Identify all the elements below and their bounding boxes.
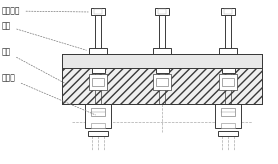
Bar — [222, 78, 234, 86]
Bar — [218, 131, 238, 136]
Bar — [221, 108, 235, 116]
Bar — [62, 68, 262, 104]
Bar — [222, 68, 235, 73]
Bar — [153, 48, 171, 54]
Bar — [91, 8, 105, 15]
Bar — [156, 78, 168, 86]
Bar — [94, 9, 102, 14]
Text: 齿轮: 齿轮 — [2, 21, 86, 50]
Bar — [158, 9, 166, 14]
Bar — [215, 104, 241, 128]
Bar — [224, 9, 232, 14]
Bar — [159, 15, 165, 54]
Bar — [85, 104, 111, 128]
Bar — [155, 68, 168, 73]
Bar — [92, 78, 104, 86]
Text: 机体: 机体 — [2, 48, 68, 85]
Bar — [153, 74, 171, 90]
Bar — [155, 8, 169, 15]
Bar — [219, 74, 237, 90]
Bar — [221, 8, 235, 15]
Bar — [91, 108, 105, 116]
Bar — [91, 123, 105, 128]
Text: 调节橔: 调节橔 — [2, 73, 95, 115]
Bar — [89, 48, 107, 54]
Bar — [219, 48, 237, 54]
Bar — [62, 54, 262, 68]
Bar — [91, 68, 105, 73]
Bar — [88, 131, 108, 136]
Bar — [89, 74, 107, 90]
Bar — [225, 15, 231, 54]
Text: 调整丝杠: 调整丝杠 — [2, 7, 88, 16]
Bar — [221, 123, 235, 128]
Bar — [95, 15, 101, 54]
